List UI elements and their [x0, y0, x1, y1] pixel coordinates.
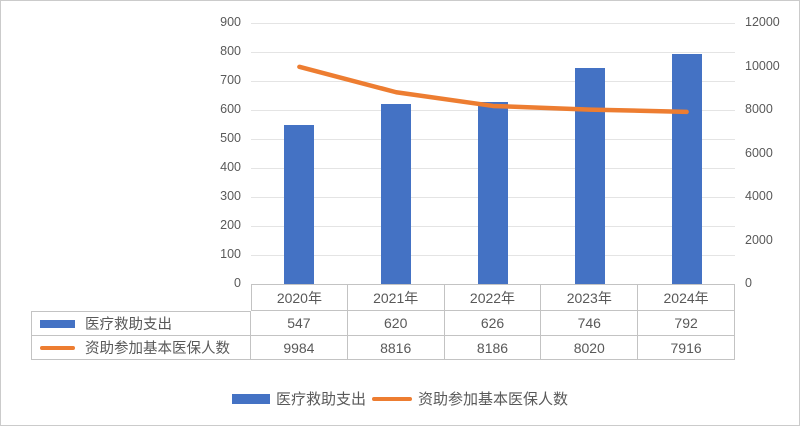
value-cell: 8816	[347, 336, 445, 360]
left-axis-tick-label: 600	[220, 102, 241, 116]
table-key-line-icon	[40, 345, 75, 350]
category-cell: 2022年	[444, 284, 542, 311]
right-axis-tick-label: 10000	[745, 58, 780, 73]
gridline	[251, 22, 735, 24]
value-cell: 626	[444, 311, 542, 336]
right-axis-tick-label: 8000	[745, 102, 773, 116]
trend-line	[297, 64, 689, 115]
value-cell: 9984	[251, 336, 348, 360]
left-axis-tick-label: 0	[234, 276, 241, 290]
category-cell: 2023年	[541, 284, 639, 311]
legend-label: 医疗救助支出	[275, 391, 366, 408]
bar-2022年	[478, 102, 508, 284]
series-name: 医疗救助支出	[85, 317, 172, 333]
category-cell: 2024年	[638, 284, 735, 311]
gridline	[251, 80, 735, 82]
left-axis-tick-label: 200	[220, 218, 241, 232]
category-cell: 2020年	[251, 284, 348, 311]
legend-bar-swatch-icon	[231, 393, 270, 404]
value-cell: 746	[541, 311, 639, 336]
value-cell: 8020	[541, 336, 639, 360]
series-label-cell: 资助参加基本医保人数	[31, 336, 251, 360]
left-axis-tick-label: 700	[220, 73, 241, 87]
category-cell: 2021年	[347, 284, 445, 311]
left-axis-tick-label: 300	[220, 189, 241, 203]
legend-item: 资助参加基本医保人数	[372, 388, 568, 409]
left-axis-tick-label: 800	[220, 44, 241, 58]
right-axis-tick-label: 2000	[745, 232, 773, 247]
right-axis-tick-label: 6000	[745, 145, 773, 160]
gridline	[251, 51, 735, 53]
table-key-bar-icon	[40, 319, 75, 328]
plot-area	[251, 22, 735, 285]
right-axis-tick-label: 12000	[745, 15, 780, 29]
legend-label: 资助参加基本医保人数	[418, 391, 569, 408]
series-name: 资助参加基本医保人数	[85, 341, 230, 357]
bar-2024年	[671, 54, 702, 284]
legend-line-swatch-icon	[372, 396, 412, 401]
value-cell: 792	[638, 311, 735, 336]
right-axis-tick-label: 4000	[745, 189, 773, 203]
value-cell: 7916	[638, 336, 735, 360]
value-cell: 547	[251, 311, 348, 336]
left-axis-tick-label: 400	[220, 160, 241, 174]
legend-item: 医疗救助支出	[231, 388, 366, 409]
value-cell: 620	[347, 311, 445, 336]
left-axis-tick-label: 100	[220, 247, 241, 261]
left-axis-tick-label: 500	[220, 131, 241, 145]
value-cell: 8186	[444, 336, 542, 360]
bar-2020年	[284, 125, 315, 284]
right-axis-tick-label: 0	[745, 276, 752, 290]
series-label-cell: 医疗救助支出	[31, 311, 251, 336]
bar-2023年	[574, 67, 605, 284]
left-axis-tick-label: 900	[220, 15, 241, 29]
legend: 医疗救助支出 资助参加基本医保人数	[1, 388, 799, 409]
bar-2021年	[381, 104, 412, 284]
